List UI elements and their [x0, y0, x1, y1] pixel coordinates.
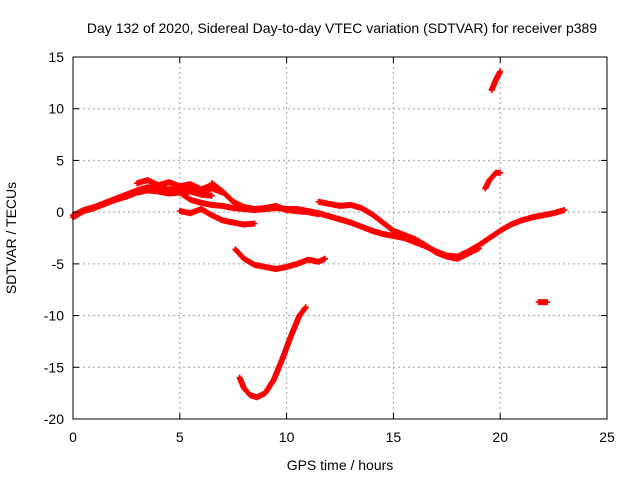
series-arc-10: [236, 304, 309, 401]
series-arc-8: [176, 206, 258, 228]
grid-layer: [73, 57, 607, 419]
data-points: [315, 198, 482, 262]
tick-layer: 0 5 10 15 20 25 15 10 5 0 -5 -10 -15 -20: [44, 49, 615, 445]
data-points: [176, 189, 301, 214]
series-arc-7: [315, 198, 482, 262]
series-arc-11: [482, 169, 504, 192]
chart-title: Day 132 of 2020, Sidereal Day-to-day VTE…: [87, 20, 597, 36]
data-points: [236, 304, 309, 401]
x-tick-label: 0: [69, 429, 77, 445]
series-arc-9: [232, 246, 328, 272]
y-tick-label: -10: [44, 308, 64, 324]
series-arc-13: [535, 299, 551, 306]
y-tick-label: 0: [56, 204, 64, 220]
y-tick-label: 10: [48, 101, 64, 117]
y-tick-label: 5: [56, 152, 64, 168]
data-points: [535, 299, 551, 306]
x-tick-label: 10: [279, 429, 295, 445]
y-tick-label: -5: [52, 256, 65, 272]
x-axis-label: GPS time / hours: [287, 457, 394, 473]
y-axis-label: SDTVAR / TECUs: [3, 182, 19, 294]
data-points: [176, 206, 258, 228]
x-tick-label: 5: [176, 429, 184, 445]
data-points: [488, 68, 504, 94]
series-arc-5: [176, 189, 301, 214]
data-points: [482, 169, 504, 192]
series-arc-2: [70, 187, 215, 221]
x-tick-label: 15: [386, 429, 402, 445]
data-layer: [70, 68, 568, 401]
x-tick-label: 25: [599, 429, 615, 445]
y-tick-label: 15: [48, 49, 64, 65]
data-points: [232, 246, 328, 272]
series-arc-12: [488, 68, 504, 94]
y-tick-label: -15: [44, 359, 64, 375]
x-tick-label: 20: [492, 429, 508, 445]
data-points: [70, 187, 215, 221]
plot-frame: [72, 56, 608, 420]
y-tick-label: -20: [44, 411, 64, 427]
